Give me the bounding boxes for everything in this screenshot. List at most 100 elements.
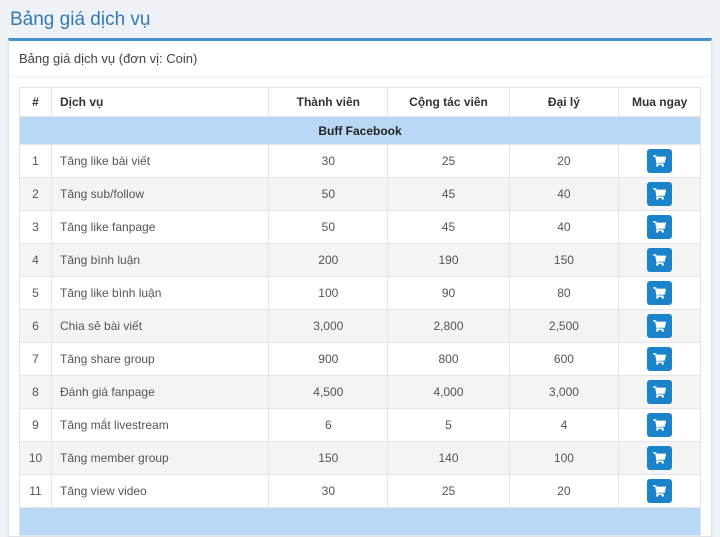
buy-now-button[interactable]	[647, 182, 673, 206]
buy-now-button[interactable]	[647, 281, 673, 305]
buy-cell	[618, 408, 701, 442]
price-member: 3,000	[268, 309, 389, 343]
row-index: 9	[19, 408, 52, 442]
cart-icon	[653, 221, 667, 233]
buy-now-button[interactable]	[647, 479, 673, 503]
price-agent: 3,000	[508, 375, 620, 409]
column-header-buy: Mua ngay	[618, 87, 701, 117]
service-name: Đánh giá fanpage	[50, 375, 270, 409]
cart-icon	[653, 353, 667, 365]
price-member: 900	[268, 342, 389, 376]
price-member: 100	[268, 276, 389, 310]
table-row: 8 Đánh giá fanpage 4,500 4,000 3,000	[19, 375, 701, 409]
table-row: 1 Tăng like bài viết 30 25 20	[19, 144, 701, 178]
cart-icon	[653, 452, 667, 464]
column-header-member: Thành viên	[268, 87, 389, 117]
column-header-index: #	[19, 87, 52, 117]
row-index: 5	[19, 276, 52, 310]
row-index: 6	[19, 309, 52, 343]
price-collaborator: 190	[387, 243, 510, 277]
table-row: 5 Tăng like bình luận 100 90 80	[19, 276, 701, 310]
service-name: Tăng view video	[50, 474, 270, 508]
price-agent: 600	[508, 342, 620, 376]
service-name: Tăng like bình luận	[50, 276, 270, 310]
table-row: 10 Tăng member group 150 140 100	[19, 441, 701, 475]
panel-header: Bảng giá dịch vụ (đơn vị: Coin)	[9, 41, 711, 77]
service-name: Tăng share group	[50, 342, 270, 376]
cart-icon	[653, 188, 667, 200]
buy-cell	[618, 243, 701, 277]
service-name: Chia sẻ bài viết	[50, 309, 270, 343]
price-agent: 40	[508, 177, 620, 211]
service-name: Tăng sub/follow	[50, 177, 270, 211]
price-agent: 150	[508, 243, 620, 277]
price-member: 6	[268, 408, 389, 442]
table-row: 11 Tăng view video 30 25 20	[19, 474, 701, 508]
service-name: Tăng like fanpage	[50, 210, 270, 244]
buy-now-button[interactable]	[647, 149, 673, 173]
row-index: 7	[19, 342, 52, 376]
cart-icon	[653, 254, 667, 266]
buy-now-button[interactable]	[647, 380, 673, 404]
row-index: 8	[19, 375, 52, 409]
buy-cell	[618, 177, 701, 211]
service-name: Tăng member group	[50, 441, 270, 475]
buy-now-button[interactable]	[647, 314, 673, 338]
column-header-agent: Đại lý	[508, 87, 620, 117]
price-agent: 100	[508, 441, 620, 475]
price-member: 30	[268, 144, 389, 178]
price-collaborator: 140	[387, 441, 510, 475]
table-row: 3 Tăng like fanpage 50 45 40	[19, 210, 701, 244]
price-member: 4,500	[268, 375, 389, 409]
price-panel: Bảng giá dịch vụ (đơn vị: Coin) # Dịch v…	[8, 38, 712, 537]
price-collaborator: 90	[387, 276, 510, 310]
price-collaborator: 5	[387, 408, 510, 442]
price-agent: 4	[508, 408, 620, 442]
table-row: 7 Tăng share group 900 800 600	[19, 342, 701, 376]
page-title: Bảng giá dịch vụ	[10, 9, 151, 30]
price-collaborator: 25	[387, 144, 510, 178]
price-agent: 40	[508, 210, 620, 244]
price-collaborator: 45	[387, 177, 510, 211]
next-section-label	[19, 507, 701, 536]
service-name: Tăng like bài viết	[50, 144, 270, 178]
price-member: 50	[268, 210, 389, 244]
buy-now-button[interactable]	[647, 413, 673, 437]
row-index: 1	[19, 144, 52, 178]
price-agent: 20	[508, 144, 620, 178]
price-member: 200	[268, 243, 389, 277]
buy-now-button[interactable]	[647, 347, 673, 371]
buy-cell	[618, 441, 701, 475]
buy-now-button[interactable]	[647, 215, 673, 239]
buy-cell	[618, 342, 701, 376]
buy-cell	[618, 375, 701, 409]
buy-cell	[618, 309, 701, 343]
row-index: 11	[19, 474, 52, 508]
panel-body: # Dịch vụ Thành viên Cộng tác viên Đại l…	[9, 77, 711, 536]
table-header-row: # Dịch vụ Thành viên Cộng tác viên Đại l…	[19, 87, 701, 117]
row-index: 3	[19, 210, 52, 244]
price-member: 30	[268, 474, 389, 508]
section-label: Buff Facebook	[19, 116, 701, 145]
section-row-buff-facebook: Buff Facebook	[19, 116, 701, 145]
table-row: 4 Tăng bình luận 200 190 150	[19, 243, 701, 277]
price-collaborator: 2,800	[387, 309, 510, 343]
price-agent: 20	[508, 474, 620, 508]
service-name: Tăng mắt livestream	[50, 408, 270, 442]
price-agent: 80	[508, 276, 620, 310]
cart-icon	[653, 287, 667, 299]
column-header-collaborator: Cộng tác viên	[387, 87, 510, 117]
price-member: 50	[268, 177, 389, 211]
cart-icon	[653, 485, 667, 497]
row-index: 10	[19, 441, 52, 475]
buy-now-button[interactable]	[647, 446, 673, 470]
price-collaborator: 25	[387, 474, 510, 508]
service-name: Tăng bình luận	[50, 243, 270, 277]
cart-icon	[653, 320, 667, 332]
table-row: 2 Tăng sub/follow 50 45 40	[19, 177, 701, 211]
price-table: # Dịch vụ Thành viên Cộng tác viên Đại l…	[19, 87, 701, 536]
row-index: 2	[19, 177, 52, 211]
buy-cell	[618, 144, 701, 178]
price-member: 150	[268, 441, 389, 475]
buy-now-button[interactable]	[647, 248, 673, 272]
